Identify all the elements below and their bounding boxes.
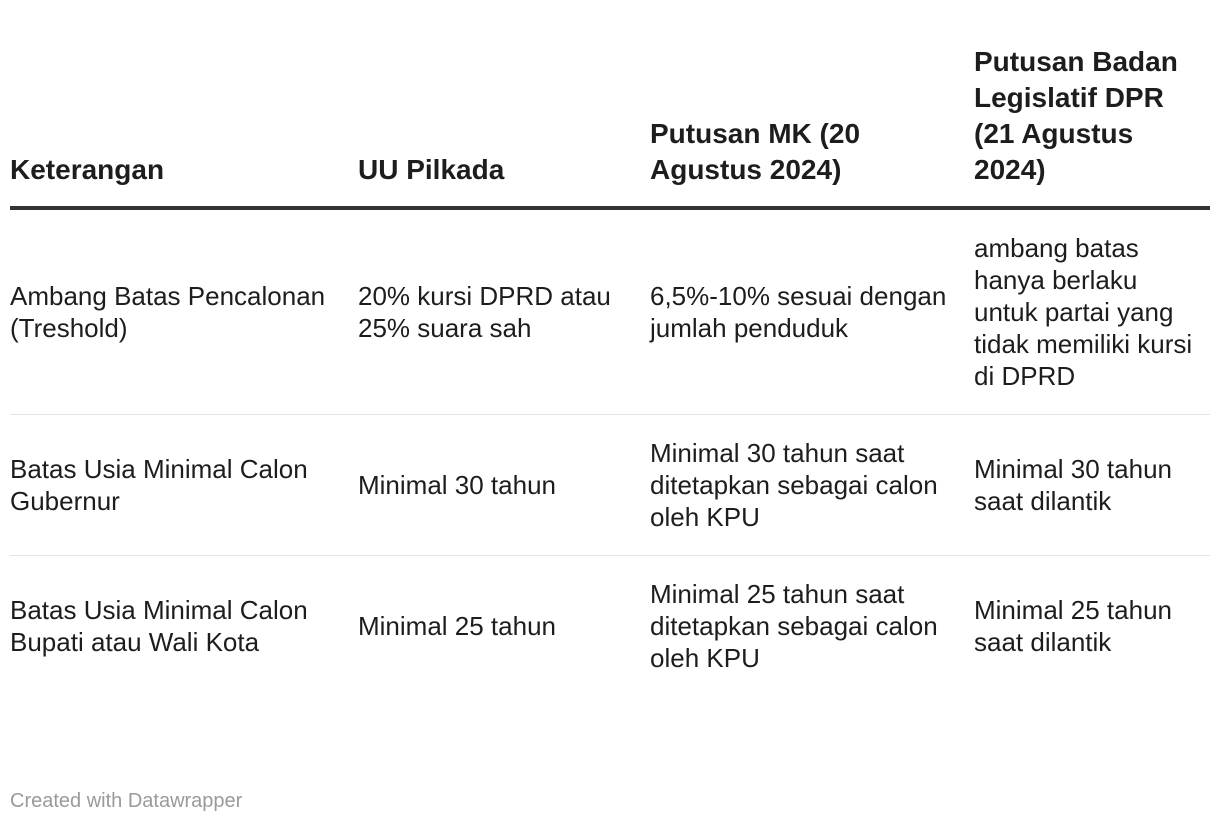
comparison-table: Keterangan UU Pilkada Putusan MK (20 Agu… xyxy=(10,44,1210,696)
column-header-putusan-baleg-dpr: Putusan Badan Legislatif DPR (21 Agustus… xyxy=(974,44,1210,210)
column-header-putusan-mk: Putusan MK (20 Agustus 2024) xyxy=(650,44,974,210)
table-cell-putusan-mk: Minimal 25 tahun saat ditetapkan sebagai… xyxy=(650,579,938,673)
table-row: Batas Usia Minimal Calon Bupati atau Wal… xyxy=(10,556,1210,697)
table-cell-uu-pilkada: 20% kursi DPRD atau 25% suara sah xyxy=(358,208,650,415)
table-row: Batas Usia Minimal Calon Gubernur Minima… xyxy=(10,414,1210,556)
table-cell-uu-pilkada: Minimal 25 tahun xyxy=(358,611,556,641)
table-cell-keterangan: Batas Usia Minimal Calon Bupati atau Wal… xyxy=(10,595,308,657)
table-cell-putusan-baleg-dpr: Minimal 30 tahun saat dilantik xyxy=(974,414,1210,556)
table-cell-keterangan: Batas Usia Minimal Calon Gubernur xyxy=(10,414,358,556)
table-cell-putusan-mk: Minimal 30 tahun saat ditetapkan sebagai… xyxy=(650,414,974,556)
table-cell-putusan-baleg-dpr: ambang batas hanya berlaku untuk partai … xyxy=(974,208,1210,415)
column-header-uu-pilkada: UU Pilkada xyxy=(358,44,650,210)
datawrapper-credit: Created with Datawrapper xyxy=(10,790,243,812)
comparison-table-container: Keterangan UU Pilkada Putusan MK (20 Agu… xyxy=(10,44,1210,696)
table-cell-uu-pilkada: Minimal 30 tahun xyxy=(358,414,650,556)
table-header-row: Keterangan UU Pilkada Putusan MK (20 Agu… xyxy=(10,44,1210,210)
table-cell-putusan-baleg-dpr: Minimal 25 tahun saat dilantik xyxy=(974,595,1172,657)
table-cell-putusan-mk: 6,5%-10% sesuai dengan jumlah penduduk xyxy=(650,208,974,415)
table-cell-keterangan: Ambang Batas Pencalonan (Treshold) xyxy=(10,208,358,415)
column-header-keterangan: Keterangan xyxy=(10,44,358,210)
table-row: Ambang Batas Pencalonan (Treshold) 20% k… xyxy=(10,208,1210,415)
